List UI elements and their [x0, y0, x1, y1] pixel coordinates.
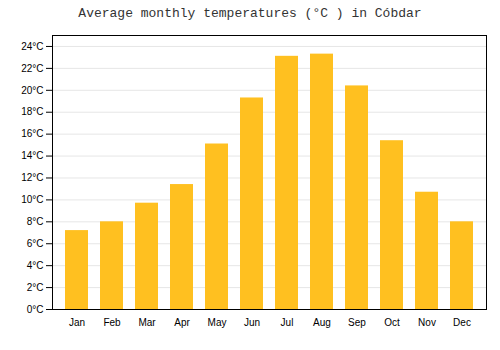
svg-text:Mar: Mar: [138, 317, 156, 328]
svg-text:May: May: [208, 317, 227, 328]
svg-text:Jul: Jul: [281, 317, 294, 328]
svg-text:0°C: 0°C: [27, 304, 44, 315]
svg-text:Nov: Nov: [418, 317, 436, 328]
svg-text:8°C: 8°C: [27, 216, 44, 227]
svg-text:16°C: 16°C: [21, 128, 43, 139]
svg-text:10°C: 10°C: [21, 194, 43, 205]
svg-text:Sep: Sep: [348, 317, 366, 328]
svg-text:4°C: 4°C: [27, 260, 44, 271]
svg-text:22°C: 22°C: [21, 63, 43, 74]
html-text:Average monthly temperatures (: Average monthly temperatures (°C ) in Có…: [78, 6, 422, 21]
svg-text:Jan: Jan: [69, 317, 85, 328]
svg-text:6°C: 6°C: [27, 238, 44, 249]
svg-text:Apr: Apr: [174, 317, 190, 328]
svg-text:Jun: Jun: [244, 317, 260, 328]
svg-text:14°C: 14°C: [21, 150, 43, 161]
svg-text:12°C: 12°C: [21, 172, 43, 183]
svg-text:18°C: 18°C: [21, 106, 43, 117]
svg-text:Feb: Feb: [103, 317, 121, 328]
svg-text:20°C: 20°C: [21, 85, 43, 96]
svg-text:2°C: 2°C: [27, 282, 44, 293]
svg-text:Dec: Dec: [453, 317, 471, 328]
svg-text:Aug: Aug: [313, 317, 331, 328]
svg-text:24°C: 24°C: [21, 41, 43, 52]
svg-text:Oct: Oct: [384, 317, 400, 328]
